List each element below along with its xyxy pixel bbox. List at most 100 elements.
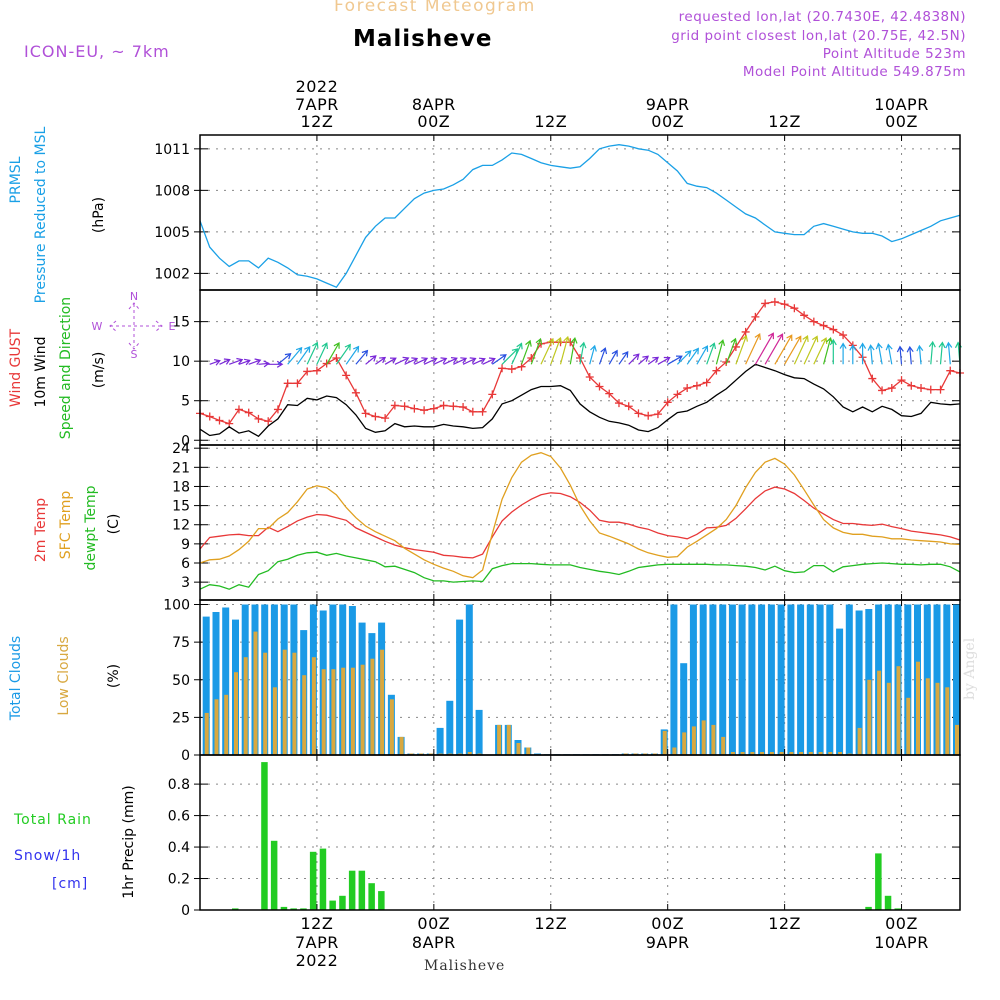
compass-e: E bbox=[169, 320, 176, 333]
gust-marker bbox=[244, 408, 253, 417]
gust-marker bbox=[663, 398, 672, 407]
gust-marker bbox=[917, 384, 926, 393]
low-cloud-bar bbox=[730, 752, 735, 755]
gust-marker bbox=[498, 364, 507, 373]
y-tick-label: 0.4 bbox=[168, 840, 190, 856]
precip-unit: 1hr Precip (mm) bbox=[121, 785, 137, 898]
wind-direction-arrow bbox=[238, 358, 251, 366]
gust-marker bbox=[897, 376, 906, 385]
gust-marker bbox=[459, 403, 468, 412]
low-cloud-bar bbox=[331, 669, 336, 755]
low-cloud-bar bbox=[760, 752, 765, 755]
bottom-time-label: 12Z bbox=[768, 914, 801, 933]
bottom-year-label: 2022 bbox=[296, 951, 339, 970]
rain-bar bbox=[280, 906, 288, 910]
wind-direction-arrow bbox=[482, 357, 496, 365]
low-cloud-bar bbox=[818, 752, 823, 755]
rain-bar bbox=[358, 870, 366, 910]
snow-unit-label: [cm] bbox=[52, 876, 88, 892]
y-tick-label: 25 bbox=[172, 710, 190, 726]
gust-marker bbox=[342, 371, 351, 380]
wind-direction-arrow bbox=[219, 358, 231, 365]
gust-marker bbox=[351, 388, 360, 397]
gust-marker bbox=[361, 409, 370, 418]
wind-direction-arrow bbox=[638, 355, 649, 365]
wind-direction-arrow bbox=[647, 356, 660, 365]
wind-direction-arrow bbox=[433, 357, 448, 365]
gust-marker bbox=[712, 366, 721, 375]
y-tick-label: 1005 bbox=[154, 225, 190, 241]
gust-marker bbox=[449, 402, 458, 411]
wind-direction-arrow bbox=[598, 347, 608, 365]
total-cloud-bar bbox=[855, 610, 863, 755]
wind-direction-arrow bbox=[355, 349, 369, 365]
y-tick-label: 15 bbox=[172, 315, 190, 331]
low-cloud-bar bbox=[467, 752, 472, 755]
pressure-unit: (hPa) bbox=[91, 197, 107, 233]
temp-2m-line bbox=[199, 486, 961, 559]
y-tick-label: 0.6 bbox=[168, 809, 190, 825]
gust-marker bbox=[839, 331, 848, 340]
low-cloud-bar bbox=[253, 631, 258, 755]
wind-direction-arrow bbox=[375, 356, 387, 365]
low-cloud-bar bbox=[838, 752, 843, 755]
wind-direction-arrow bbox=[414, 357, 429, 365]
gust-marker bbox=[614, 399, 623, 408]
low-cloud-bar bbox=[799, 752, 804, 755]
wind-direction-arrow bbox=[258, 360, 270, 368]
wind-direction-arrow bbox=[676, 350, 692, 365]
wind-direction-arrow bbox=[849, 344, 857, 365]
wind-direction-arrow bbox=[404, 357, 419, 365]
temp-2m-label: 2m Temp bbox=[33, 498, 49, 562]
wind-direction-arrow bbox=[608, 349, 618, 365]
gust-marker bbox=[273, 405, 282, 414]
gust-marker bbox=[439, 401, 448, 410]
snow-label: Snow/1h bbox=[14, 848, 81, 864]
low-cloud-bar bbox=[380, 649, 385, 755]
wind-direction-arrow bbox=[569, 336, 578, 365]
total-cloud-bar bbox=[836, 628, 844, 755]
wind-direction-arrow bbox=[579, 341, 587, 365]
low-cloud-bar bbox=[886, 682, 891, 755]
y-tick-label: 1011 bbox=[154, 142, 190, 158]
total-cloud-bar bbox=[670, 604, 678, 755]
wind-direction-arrow bbox=[686, 347, 699, 365]
gust-marker bbox=[468, 407, 477, 416]
rain-bar bbox=[378, 891, 385, 910]
total-cloud-bar bbox=[689, 604, 697, 755]
top-time-label: 12Z bbox=[768, 112, 801, 131]
low-cloud-bar bbox=[672, 747, 677, 755]
total-cloud-bar bbox=[904, 604, 912, 755]
wind-direction-arrow bbox=[559, 335, 570, 365]
low-cloud-bar bbox=[224, 694, 229, 755]
gust-marker bbox=[702, 378, 711, 387]
gust-marker bbox=[741, 327, 750, 336]
gust-marker bbox=[731, 342, 740, 351]
y-tick-label: 0 bbox=[181, 748, 190, 764]
panel-frame bbox=[199, 134, 961, 291]
y-tick-label: 1002 bbox=[154, 266, 190, 282]
y-tick-label: 0.2 bbox=[168, 872, 190, 888]
total-cloud-bar bbox=[806, 604, 814, 755]
total-cloud-bar bbox=[933, 604, 941, 755]
rain-bar bbox=[865, 906, 872, 910]
gust-marker bbox=[371, 412, 380, 421]
wind-direction-arrow bbox=[520, 339, 532, 365]
bottom-time-label: 00Z bbox=[651, 914, 684, 933]
point-altitude: Point Altitude 523m bbox=[822, 46, 966, 62]
panel-frame bbox=[199, 444, 961, 601]
gust-marker bbox=[264, 417, 273, 426]
wind-direction-arrow bbox=[530, 337, 543, 365]
total-cloud-bar bbox=[436, 727, 444, 755]
gust-marker bbox=[634, 409, 643, 418]
compass-w: W bbox=[92, 320, 103, 333]
rain-bar bbox=[368, 883, 375, 910]
requested-coords: requested lon,lat (20.7430E, 42.4838N) bbox=[678, 9, 966, 25]
wind-direction-arrow bbox=[745, 333, 761, 365]
total-cloud-bar bbox=[446, 700, 454, 755]
total-cloud-bar bbox=[787, 604, 795, 755]
wind-direction-arrow bbox=[916, 344, 924, 365]
rain-bar bbox=[884, 895, 892, 910]
rain-bar bbox=[329, 900, 336, 910]
total-cloud-bar bbox=[475, 709, 483, 755]
